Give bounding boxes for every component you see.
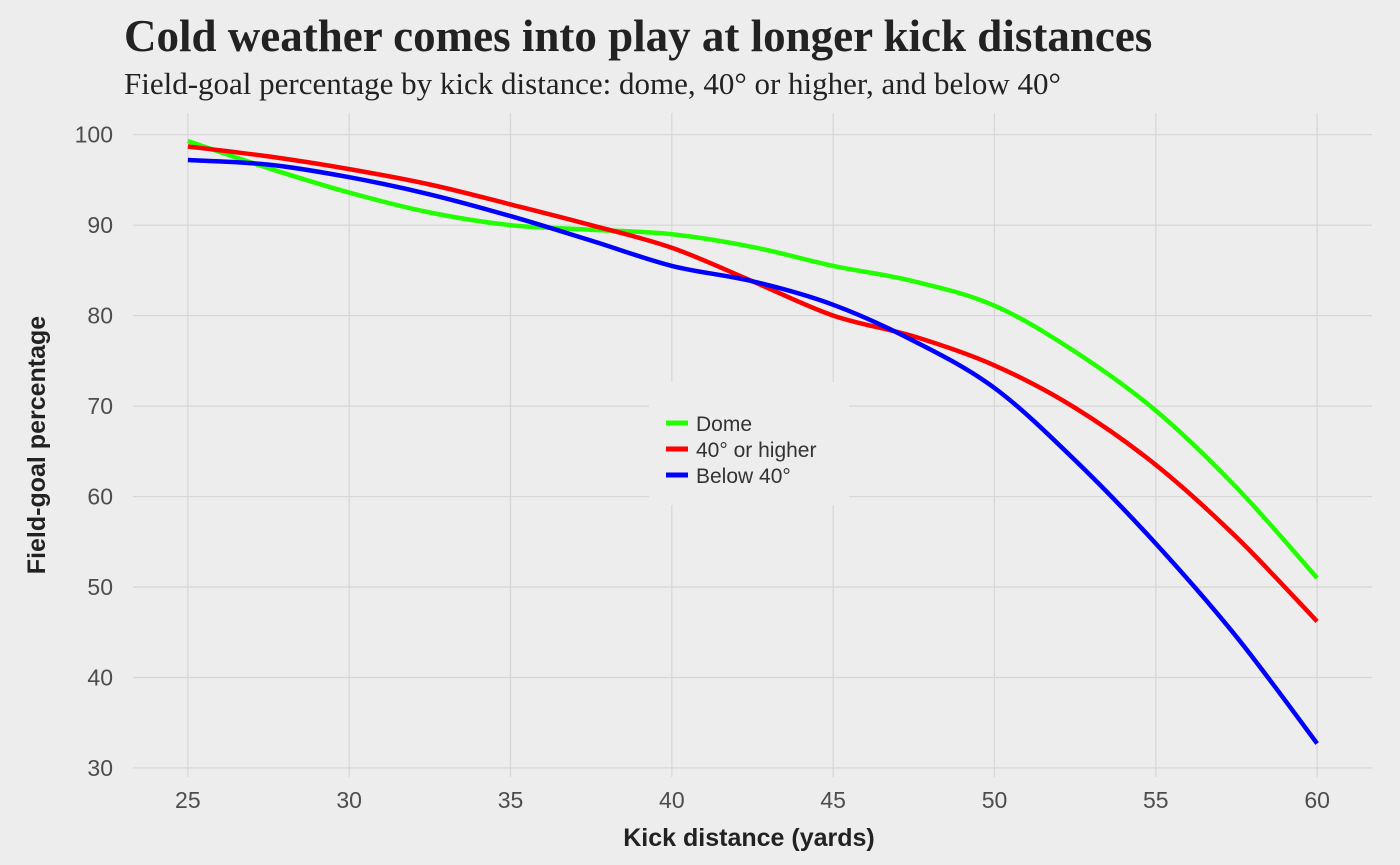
y-tick-label: 90 xyxy=(87,212,113,238)
y-axis-title: Field-goal percentage xyxy=(23,316,51,574)
y-tick-label: 40 xyxy=(87,664,113,690)
y-tick-label: 50 xyxy=(87,574,113,600)
axis-ticks: 30 40 50 60 70 80 90 100 25 30 35 40 45 50 55 60 xyxy=(75,122,1330,813)
y-tick-label: 30 xyxy=(87,755,113,781)
x-tick-label: 50 xyxy=(982,787,1008,813)
x-axis-title: Kick distance (yards) xyxy=(623,824,875,852)
series-lines xyxy=(187,138,1319,745)
legend-label: 40° or higher xyxy=(696,439,816,462)
y-tick-label: 100 xyxy=(75,122,113,148)
y-tick-label: 70 xyxy=(87,393,113,419)
x-tick-label: 30 xyxy=(336,787,362,813)
x-tick-label: 55 xyxy=(1143,787,1169,813)
series-line-2 xyxy=(187,157,1319,745)
x-tick-label: 40 xyxy=(659,787,685,813)
y-tick-label: 60 xyxy=(87,484,113,510)
y-tick-label: 80 xyxy=(87,303,113,329)
chart-title: Cold weather comes into play at longer k… xyxy=(124,11,1153,61)
x-tick-label: 25 xyxy=(175,787,201,813)
x-tick-label: 45 xyxy=(820,787,846,813)
legend: Dome 40° or higher Below 40° xyxy=(649,382,849,505)
chart-subtitle: Field-goal percentage by kick distance: … xyxy=(124,66,1061,101)
x-tick-label: 35 xyxy=(498,787,524,813)
legend-label: Below 40° xyxy=(696,465,791,488)
legend-background xyxy=(649,382,849,505)
x-tick-label: 60 xyxy=(1304,787,1330,813)
legend-label: Dome xyxy=(696,413,752,436)
series-line-0 xyxy=(187,138,1319,580)
